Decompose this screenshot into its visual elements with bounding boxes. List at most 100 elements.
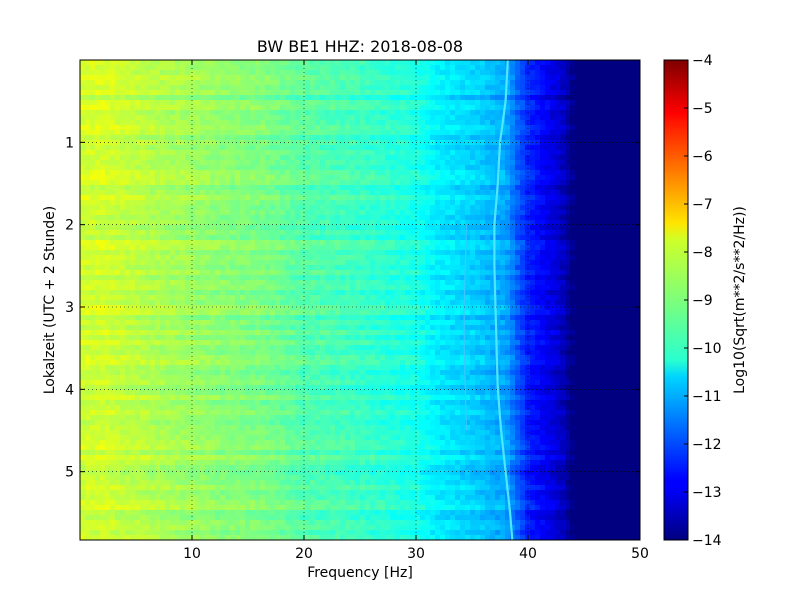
heatmap-cell bbox=[505, 225, 511, 231]
heatmap-cell bbox=[360, 185, 366, 191]
heatmap-cell bbox=[320, 170, 326, 176]
heatmap-cell bbox=[215, 90, 221, 96]
heatmap-cell bbox=[570, 210, 576, 216]
heatmap-cell bbox=[165, 225, 171, 231]
heatmap-cell bbox=[445, 160, 451, 166]
heatmap-cell bbox=[140, 175, 146, 181]
heatmap-cell bbox=[625, 115, 631, 121]
heatmap-cell bbox=[560, 160, 566, 166]
heatmap-cell bbox=[360, 125, 366, 131]
heatmap-cell bbox=[425, 210, 431, 216]
heatmap-cell bbox=[405, 200, 411, 206]
heatmap-cell bbox=[265, 90, 271, 96]
heatmap-cell bbox=[475, 220, 481, 226]
heatmap-cell bbox=[475, 150, 481, 156]
heatmap-cell bbox=[605, 255, 611, 261]
heatmap-cell bbox=[495, 115, 501, 121]
heatmap-cell bbox=[615, 160, 621, 166]
heatmap-cell bbox=[165, 70, 171, 76]
heatmap-cell bbox=[120, 200, 126, 206]
heatmap-cell bbox=[220, 280, 226, 286]
heatmap-cell bbox=[325, 105, 331, 111]
heatmap-cell bbox=[470, 275, 476, 281]
heatmap-cell bbox=[590, 155, 596, 161]
heatmap-cell bbox=[145, 125, 151, 131]
heatmap-cell bbox=[330, 90, 336, 96]
heatmap-cell bbox=[615, 145, 621, 151]
heatmap-cell bbox=[175, 120, 181, 126]
heatmap-cell bbox=[490, 110, 496, 116]
heatmap-cell bbox=[390, 185, 396, 191]
heatmap-cell bbox=[485, 250, 491, 256]
heatmap-cell bbox=[370, 265, 376, 271]
heatmap-cell bbox=[560, 115, 566, 121]
heatmap-cell bbox=[350, 150, 356, 156]
heatmap-cell bbox=[185, 60, 191, 66]
heatmap-cell bbox=[125, 205, 131, 211]
heatmap-cell bbox=[345, 170, 351, 176]
heatmap-cell bbox=[530, 150, 536, 156]
heatmap-cell bbox=[410, 245, 416, 251]
heatmap-cell bbox=[175, 155, 181, 161]
heatmap-cell bbox=[300, 225, 306, 231]
heatmap-cell bbox=[130, 190, 136, 196]
heatmap-cell bbox=[505, 150, 511, 156]
heatmap-cell bbox=[260, 120, 266, 126]
heatmap-cell bbox=[315, 100, 321, 106]
heatmap-cell bbox=[420, 130, 426, 136]
heatmap-cell bbox=[560, 150, 566, 156]
heatmap-cell bbox=[175, 135, 181, 141]
heatmap-cell bbox=[520, 155, 526, 161]
heatmap-cell bbox=[400, 100, 406, 106]
heatmap-cell bbox=[610, 145, 616, 151]
heatmap-cell bbox=[390, 140, 396, 146]
heatmap-cell bbox=[345, 100, 351, 106]
heatmap-cell bbox=[460, 90, 466, 96]
heatmap-cell bbox=[495, 260, 501, 266]
heatmap-cell bbox=[370, 190, 376, 196]
heatmap-cell bbox=[395, 195, 401, 201]
heatmap-cell bbox=[375, 190, 381, 196]
heatmap-cell bbox=[325, 150, 331, 156]
heatmap-cell bbox=[485, 65, 491, 71]
heatmap-cell bbox=[350, 85, 356, 91]
heatmap-cell bbox=[520, 120, 526, 126]
heatmap-cell bbox=[90, 85, 96, 91]
heatmap-cell bbox=[85, 165, 91, 171]
heatmap-cell bbox=[495, 90, 501, 96]
heatmap-cell bbox=[400, 145, 406, 151]
heatmap-cell bbox=[360, 90, 366, 96]
heatmap-cell bbox=[530, 165, 536, 171]
heatmap-cell bbox=[380, 65, 386, 71]
heatmap-cell bbox=[465, 150, 471, 156]
heatmap-cell bbox=[345, 145, 351, 151]
heatmap-cell bbox=[235, 135, 241, 141]
heatmap-cell bbox=[565, 250, 571, 256]
heatmap-cell bbox=[175, 130, 181, 136]
heatmap-cell bbox=[310, 180, 316, 186]
heatmap-cell bbox=[615, 90, 621, 96]
heatmap-cell bbox=[255, 235, 261, 241]
heatmap-cell bbox=[260, 130, 266, 136]
heatmap-cell bbox=[420, 255, 426, 261]
heatmap-cell bbox=[360, 165, 366, 171]
heatmap-cell bbox=[90, 155, 96, 161]
heatmap-cell bbox=[625, 85, 631, 91]
heatmap-cell bbox=[365, 115, 371, 121]
heatmap-cell bbox=[145, 220, 151, 226]
heatmap-cell bbox=[165, 115, 171, 121]
heatmap-cell bbox=[280, 95, 286, 101]
heatmap-cell bbox=[480, 175, 486, 181]
heatmap-cell bbox=[455, 225, 461, 231]
heatmap-cell bbox=[575, 250, 581, 256]
heatmap-cell bbox=[120, 170, 126, 176]
heatmap-cell bbox=[410, 155, 416, 161]
heatmap-cell bbox=[320, 120, 326, 126]
heatmap-cell bbox=[615, 115, 621, 121]
heatmap-cell bbox=[340, 190, 346, 196]
heatmap-cell bbox=[365, 245, 371, 251]
heatmap-cell bbox=[510, 235, 516, 241]
heatmap-cell bbox=[240, 185, 246, 191]
heatmap-cell bbox=[170, 125, 176, 131]
